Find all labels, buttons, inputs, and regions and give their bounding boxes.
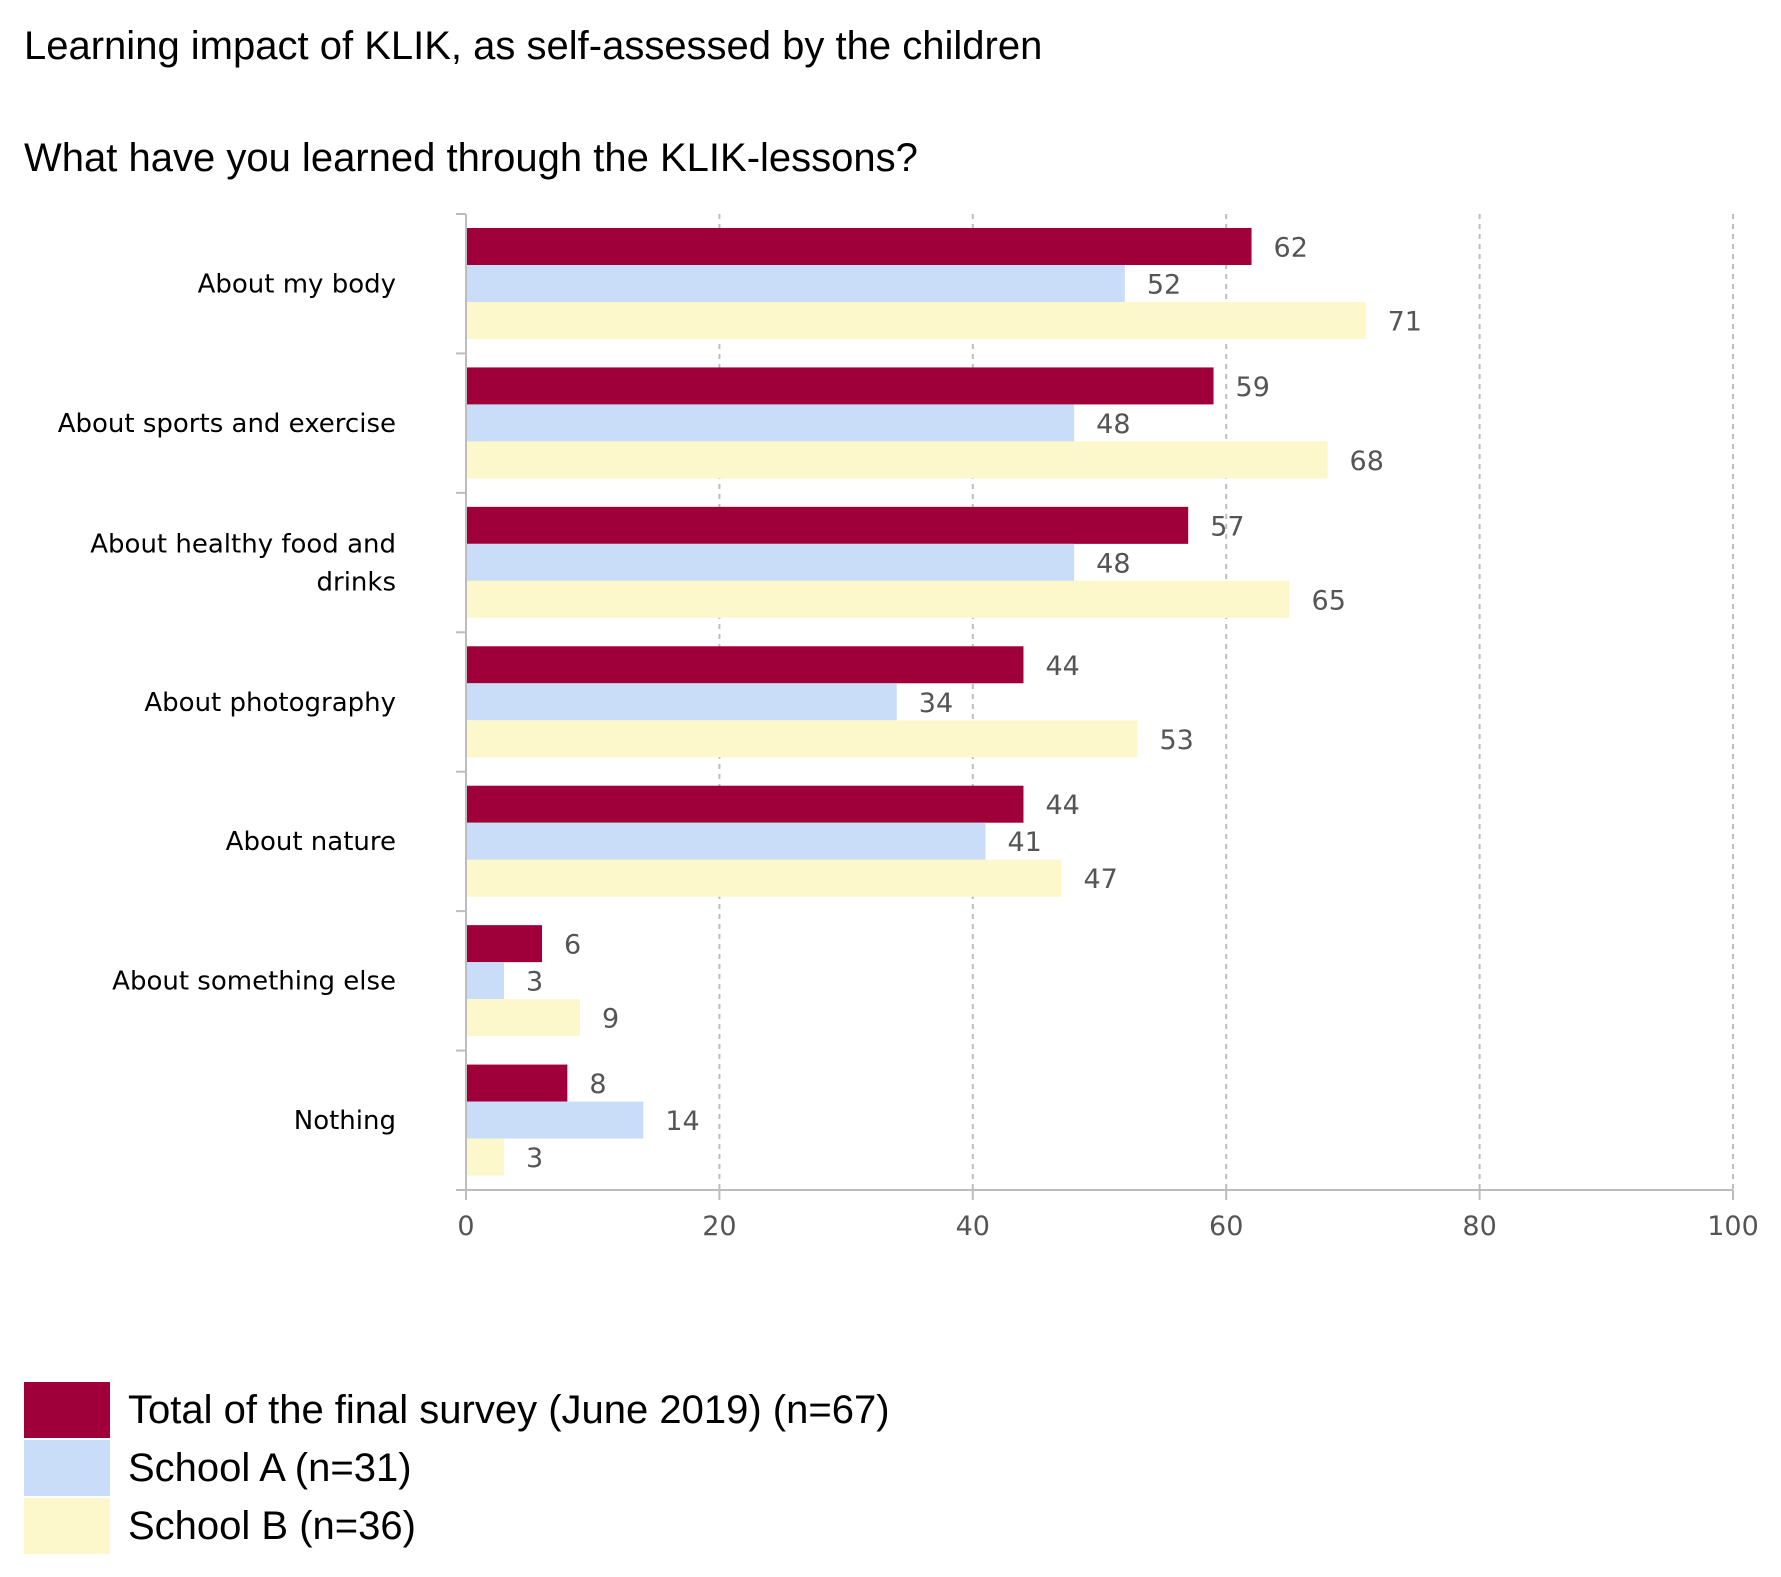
- bar: [466, 1138, 505, 1176]
- data-label: 3: [526, 1143, 543, 1174]
- data-label: 9: [602, 1004, 619, 1035]
- data-label: 44: [1045, 790, 1079, 821]
- bar: [466, 859, 1062, 897]
- data-label: 48: [1096, 409, 1130, 440]
- category-label: About something else: [112, 967, 396, 997]
- chart-title: What have you learned through the KLIK-l…: [24, 136, 918, 180]
- data-label: 3: [526, 967, 543, 998]
- x-tick-label: 80: [1462, 1211, 1496, 1242]
- x-tick-label: 60: [1209, 1211, 1243, 1242]
- category-label: About my body: [198, 270, 396, 300]
- figure-title: Learning impact of KLIK, as self-assesse…: [24, 24, 1043, 68]
- category-label: Nothing: [294, 1106, 396, 1136]
- data-label: 68: [1350, 446, 1384, 477]
- data-label: 8: [589, 1069, 606, 1100]
- bar: [466, 999, 581, 1037]
- bar: [466, 302, 1366, 339]
- category-label: drinks: [317, 567, 397, 597]
- data-label: 52: [1147, 270, 1181, 301]
- x-tick-label: 20: [702, 1211, 736, 1242]
- x-tick-label: 40: [956, 1211, 990, 1242]
- bar: [466, 580, 1290, 618]
- bar: [466, 925, 543, 963]
- data-label: 41: [1007, 827, 1041, 858]
- legend-label-school-a: School A (n=31): [128, 1446, 412, 1490]
- data-label: 14: [665, 1106, 699, 1137]
- data-label: 62: [1274, 233, 1308, 264]
- bar: [466, 1064, 568, 1102]
- data-label: 34: [919, 688, 953, 719]
- category-label: About nature: [226, 827, 396, 857]
- x-tick-label: 0: [457, 1211, 474, 1242]
- category-label: About sports and exercise: [58, 409, 396, 439]
- data-label: 44: [1045, 651, 1079, 682]
- bar: [466, 720, 1138, 758]
- bar: [466, 646, 1024, 684]
- category-label: About photography: [144, 688, 396, 718]
- bar: [466, 785, 1024, 823]
- category-label: About healthy food and: [90, 529, 396, 559]
- bar: [466, 683, 897, 721]
- legend-swatch-school-b: [24, 1498, 110, 1554]
- bar: [466, 228, 1252, 265]
- data-label: 59: [1236, 372, 1270, 403]
- bar: [466, 265, 1125, 302]
- axes: [456, 213, 1734, 1200]
- data-label: 65: [1312, 585, 1346, 616]
- bar: [466, 367, 1214, 405]
- legend-swatch-total: [24, 1382, 110, 1438]
- data-label: 48: [1096, 548, 1130, 579]
- bar: [466, 543, 1075, 581]
- legend-label-total: Total of the final survey (June 2019) (n…: [128, 1388, 890, 1432]
- legend-label-school-b: School B (n=36): [128, 1504, 416, 1548]
- bar: [466, 441, 1328, 479]
- bar: [466, 962, 505, 1000]
- data-label: 6: [564, 930, 581, 961]
- bar: [466, 506, 1189, 544]
- legend-swatch-school-a: [24, 1440, 110, 1496]
- bar: [466, 1101, 644, 1139]
- data-label: 53: [1160, 725, 1194, 756]
- data-label: 71: [1388, 307, 1422, 338]
- x-tick-label: 100: [1707, 1211, 1759, 1242]
- bar: [466, 404, 1075, 442]
- data-label: 57: [1210, 511, 1244, 542]
- bar: [466, 822, 986, 860]
- data-label: 47: [1083, 864, 1117, 895]
- bars: [466, 228, 1366, 1176]
